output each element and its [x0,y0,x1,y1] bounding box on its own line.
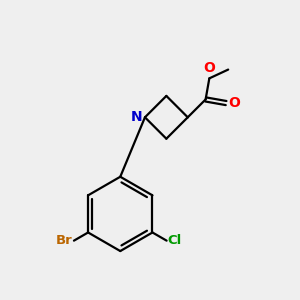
Text: O: O [228,96,240,110]
Text: O: O [203,61,215,75]
Text: Br: Br [56,234,73,247]
Text: Cl: Cl [168,234,182,247]
Text: N: N [131,110,142,124]
